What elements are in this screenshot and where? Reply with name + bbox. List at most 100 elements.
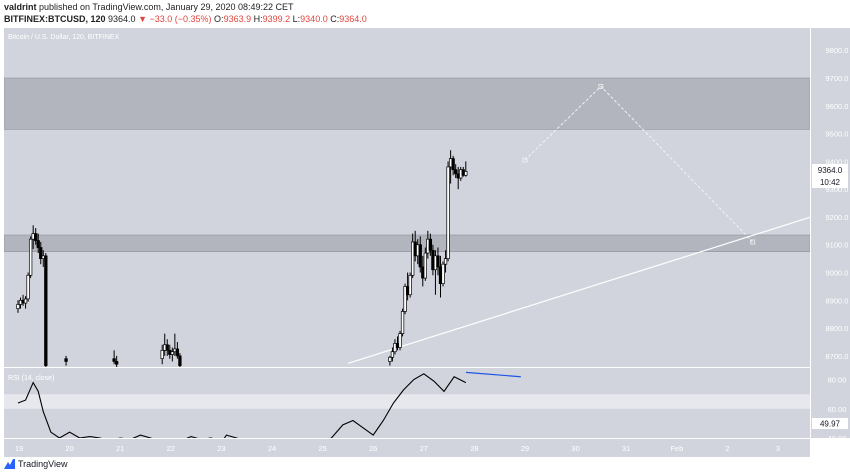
tradingview-logo-icon bbox=[4, 459, 15, 469]
ohlc-bar: BITFINEX:BTCUSD, 120 9364.0 ▼ −33.0 (−0.… bbox=[4, 14, 367, 24]
candle-body-up bbox=[16, 304, 20, 309]
countdown-tag bbox=[812, 176, 848, 188]
time-tick-label-11: 30 bbox=[571, 444, 579, 453]
candle-body-up bbox=[28, 238, 33, 276]
rsi-line[interactable] bbox=[17, 373, 467, 447]
open-label: O: bbox=[214, 14, 224, 24]
zones-layer bbox=[4, 77, 810, 252]
footer: TradingView bbox=[0, 457, 850, 475]
candle-body-down bbox=[418, 244, 422, 268]
ascending-trendline[interactable] bbox=[347, 211, 829, 364]
candle-53 bbox=[464, 161, 468, 177]
candle-48 bbox=[451, 155, 455, 176]
tradingview-logo[interactable]: TradingView bbox=[4, 459, 68, 469]
candle-body-up bbox=[23, 298, 28, 304]
rsi-layer bbox=[4, 371, 810, 447]
chart-header: valdrint published on TradingView.com, J… bbox=[0, 0, 850, 28]
time-tick-label-10: 29 bbox=[521, 444, 529, 453]
price-ticks: 9800.0 9700.0 9600.0 9500.0 9400.0 9300.0 9200… bbox=[826, 46, 849, 361]
candle-15 bbox=[160, 344, 164, 365]
candle-0 bbox=[16, 300, 20, 313]
time-tick-label-4: 23 bbox=[217, 444, 225, 453]
time-tick-label-9: 28 bbox=[470, 444, 478, 453]
candle-11 bbox=[44, 253, 48, 367]
chart-area[interactable]: 9800.0 9700.0 9600.0 9500.0 9400.0 9300.0 9200… bbox=[0, 28, 850, 461]
projection-layer bbox=[522, 83, 756, 245]
candle-body-up bbox=[170, 351, 174, 355]
projection-point-1[interactable] bbox=[598, 83, 604, 89]
candle-body-down bbox=[454, 169, 458, 175]
candle-body-down bbox=[428, 238, 433, 251]
last-price: 9364.0 bbox=[108, 14, 136, 24]
candle-42 bbox=[436, 247, 440, 276]
time-tick-label-2: 21 bbox=[116, 444, 124, 453]
projection-path[interactable] bbox=[524, 85, 754, 243]
candle-7 bbox=[34, 228, 38, 245]
projection-point-2[interactable] bbox=[750, 239, 756, 245]
author-name[interactable]: valdrint bbox=[4, 2, 37, 12]
last-price-label: 9364.0 bbox=[818, 166, 843, 175]
candles-layer bbox=[16, 150, 468, 367]
rsi-tick-label-1: 60.00 bbox=[828, 405, 847, 414]
time-tick-label-5: 24 bbox=[268, 444, 276, 453]
close-label: C: bbox=[330, 14, 340, 24]
symbol-label[interactable]: BITFINEX:BTCUSD, 120 bbox=[4, 14, 106, 24]
trendline-layer bbox=[347, 211, 829, 364]
rsi-tick-label-2: 40.00 bbox=[828, 434, 847, 443]
candle-body-up bbox=[446, 166, 450, 259]
time-tick-label-15: 3 bbox=[776, 444, 780, 453]
candle-3 bbox=[23, 296, 28, 309]
published-text: published on TradingView.com, January 29… bbox=[36, 2, 294, 12]
high-label: H: bbox=[253, 14, 263, 24]
time-axis[interactable] bbox=[4, 438, 810, 457]
time-ticks: 19 20 21 22 23 24 25 26 27 28 29 30 31 Feb 2 3 bbox=[15, 444, 780, 453]
candle-body-down bbox=[36, 240, 40, 248]
publish-info: valdrint published on TradingView.com, J… bbox=[4, 2, 294, 12]
last-price-marker: 9364.0 10:42 bbox=[812, 164, 848, 188]
price-tick-label-9: 8900.0 bbox=[826, 296, 849, 305]
candle-49 bbox=[454, 164, 458, 179]
candle-37 bbox=[423, 247, 427, 281]
candle-12 bbox=[64, 355, 68, 366]
candle-39 bbox=[428, 233, 433, 256]
rsi-divergence-line[interactable] bbox=[465, 371, 521, 378]
rsi-ticks: 80.00 60.00 40.00 bbox=[828, 376, 847, 443]
candle-24 bbox=[390, 347, 395, 362]
candle-body-down bbox=[112, 358, 116, 362]
candle-45 bbox=[443, 250, 448, 273]
candle-body-up bbox=[390, 351, 395, 358]
candle-body-down bbox=[165, 344, 169, 351]
candle-body-up bbox=[443, 258, 448, 265]
candle-29 bbox=[403, 283, 407, 315]
candle-body-up bbox=[388, 356, 392, 362]
price-chart-svg[interactable]: 9800.0 9700.0 9600.0 9500.0 9400.0 9300.0 9200… bbox=[0, 28, 850, 461]
candle-9 bbox=[39, 241, 43, 265]
price-tick-label-7: 9100.0 bbox=[826, 241, 849, 250]
projection-point-0[interactable] bbox=[522, 157, 528, 163]
candle-22 bbox=[178, 353, 182, 367]
candle-46 bbox=[446, 161, 450, 262]
time-tick-label-7: 26 bbox=[369, 444, 377, 453]
candle-27 bbox=[398, 330, 402, 351]
candle-5 bbox=[28, 236, 33, 279]
price-tick-label-1: 9700.0 bbox=[826, 74, 849, 83]
candle-body-up bbox=[423, 252, 427, 279]
candle-body-down bbox=[175, 348, 180, 357]
zone-resistance[interactable] bbox=[4, 77, 810, 130]
time-tick-label-12: 31 bbox=[622, 444, 630, 453]
rsi-last-tag bbox=[812, 418, 848, 429]
rsi-band bbox=[4, 394, 810, 409]
price-axis[interactable] bbox=[810, 28, 850, 438]
rsi-tick-label-0: 80.00 bbox=[828, 376, 847, 385]
candle-body-up bbox=[441, 263, 445, 284]
candle-body-up bbox=[26, 274, 30, 300]
candle-13 bbox=[112, 350, 116, 365]
price-tick-label-5: 9300.0 bbox=[826, 185, 849, 194]
candle-body-down bbox=[115, 361, 119, 365]
candle-body-down bbox=[39, 247, 43, 259]
zone-support[interactable] bbox=[4, 234, 810, 252]
candle-body-down bbox=[178, 355, 182, 366]
candle-body-up bbox=[400, 311, 405, 335]
candle-44 bbox=[441, 261, 445, 287]
low-value: 9340.0 bbox=[300, 14, 328, 24]
